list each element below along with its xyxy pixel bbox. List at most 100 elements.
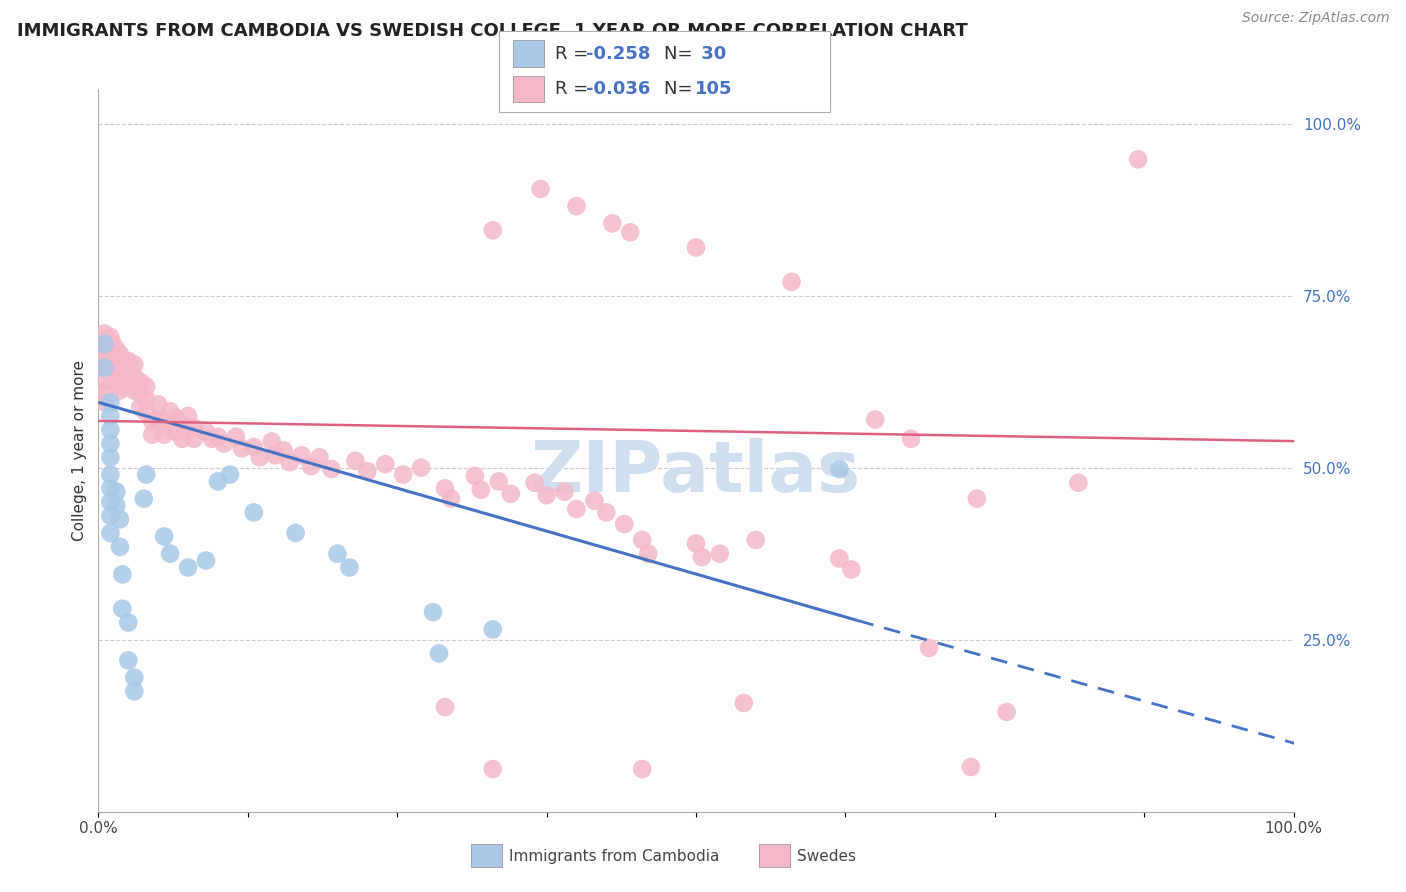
Point — [98, 395, 122, 409]
Point — [148, 412, 170, 426]
Point — [488, 475, 510, 489]
Point — [177, 421, 200, 435]
Point — [481, 223, 505, 237]
Point — [129, 386, 152, 401]
Point — [111, 601, 134, 615]
Point — [900, 432, 922, 446]
Point — [195, 553, 218, 567]
Point — [93, 340, 115, 354]
Point — [685, 536, 707, 550]
Point — [129, 375, 152, 389]
Point — [159, 547, 181, 561]
Point — [595, 505, 617, 519]
Point — [183, 421, 205, 435]
Point — [98, 526, 122, 541]
Point — [960, 760, 983, 774]
Point — [273, 443, 295, 458]
Point — [392, 467, 415, 482]
Point — [631, 533, 654, 547]
Point — [264, 448, 287, 462]
Point — [613, 517, 636, 532]
Point — [101, 360, 124, 375]
Point — [93, 384, 115, 399]
Point — [278, 455, 301, 469]
Point — [153, 529, 176, 543]
Point — [339, 560, 361, 574]
Point — [108, 540, 131, 554]
Text: IMMIGRANTS FROM CAMBODIA VS SWEDISH COLLEGE, 1 YEAR OR MORE CORRELATION CHART: IMMIGRANTS FROM CAMBODIA VS SWEDISH COLL… — [17, 22, 967, 40]
Point — [565, 502, 588, 516]
Point — [481, 762, 505, 776]
Point — [111, 567, 134, 582]
Point — [98, 366, 122, 380]
Point — [685, 240, 707, 254]
Point — [565, 199, 588, 213]
Point — [98, 330, 122, 344]
Point — [356, 464, 378, 478]
Point — [111, 368, 134, 382]
Point — [165, 411, 187, 425]
Point — [440, 491, 463, 506]
Point — [98, 436, 122, 450]
Point — [918, 640, 941, 655]
Point — [308, 450, 330, 465]
Point — [745, 533, 768, 547]
Point — [464, 469, 486, 483]
Point — [98, 481, 122, 495]
Y-axis label: College, 1 year or more: College, 1 year or more — [72, 360, 87, 541]
Point — [108, 373, 131, 387]
Point — [98, 495, 122, 509]
Point — [98, 467, 122, 482]
Point — [101, 336, 124, 351]
Point — [117, 354, 139, 368]
Point — [470, 483, 492, 497]
Point — [299, 459, 322, 474]
Point — [135, 467, 157, 482]
Text: 105: 105 — [695, 80, 733, 98]
Text: -0.036: -0.036 — [586, 80, 651, 98]
Point — [434, 481, 457, 495]
Point — [481, 623, 505, 637]
Point — [207, 475, 229, 489]
Point — [602, 216, 624, 230]
Text: Immigrants from Cambodia: Immigrants from Cambodia — [509, 849, 720, 863]
Point — [153, 427, 176, 442]
Point — [105, 364, 128, 378]
Point — [117, 615, 139, 630]
Point — [284, 526, 307, 541]
Point — [637, 547, 659, 561]
Point — [427, 647, 450, 661]
Point — [93, 326, 115, 341]
Point — [966, 491, 988, 506]
Text: ZIPatlas: ZIPatlas — [531, 438, 860, 507]
Point — [219, 467, 242, 482]
Point — [631, 762, 654, 776]
Point — [108, 512, 131, 526]
Point — [411, 460, 433, 475]
Point — [135, 392, 157, 406]
Point — [141, 414, 163, 428]
Point — [183, 432, 205, 446]
Point — [499, 487, 522, 501]
Point — [98, 354, 122, 368]
Text: R =: R = — [555, 80, 595, 98]
Point — [108, 359, 131, 373]
Point — [828, 462, 851, 476]
Point — [153, 414, 176, 428]
Point — [117, 653, 139, 667]
Point — [709, 547, 731, 561]
Point — [98, 508, 122, 523]
Point — [326, 547, 349, 561]
Point — [201, 432, 224, 446]
Point — [97, 347, 120, 361]
Point — [124, 671, 146, 685]
Point — [148, 397, 170, 411]
Point — [177, 560, 200, 574]
Text: -0.258: -0.258 — [586, 45, 651, 62]
Point — [619, 225, 641, 239]
Point — [733, 696, 755, 710]
Point — [98, 423, 122, 437]
Point — [1067, 475, 1090, 490]
Point — [434, 700, 457, 714]
Point — [554, 484, 576, 499]
